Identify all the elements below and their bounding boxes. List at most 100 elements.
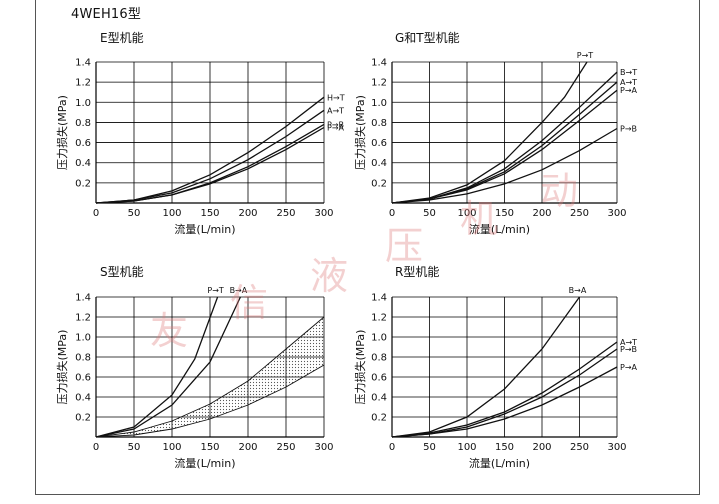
series-line-2 — [95, 109, 325, 204]
y-tick-label: 0.4 — [75, 393, 91, 404]
page-title: 4WEH16型 — [71, 7, 142, 22]
y-tick-label: 1.4 — [371, 293, 387, 304]
x-tick-label: 200 — [532, 442, 551, 453]
x-tick-label: 250 — [276, 208, 295, 219]
x-tick-label: 300 — [314, 442, 333, 453]
chart-title: R型机能 — [395, 265, 439, 279]
series-label: P→A — [327, 123, 345, 132]
y-tick-label: 1.0 — [75, 333, 91, 344]
x-tick-label: 0 — [389, 442, 395, 453]
x-tick-label: 250 — [570, 442, 589, 453]
series-line-1 — [391, 296, 581, 438]
series-line-4 — [391, 89, 618, 204]
series-label: B→A — [230, 286, 248, 295]
series-label: P→B — [620, 124, 637, 133]
series-label: B→T — [620, 68, 637, 77]
x-tick-label: 50 — [128, 442, 141, 453]
y-tick-label: 0.8 — [75, 353, 91, 364]
x-tick-label: 200 — [238, 442, 257, 453]
y-tick-label: 1.2 — [75, 313, 91, 324]
x-tick-label: 50 — [423, 442, 436, 453]
y-tick-label: 0.2 — [75, 178, 91, 189]
y-tick-label: 1.0 — [371, 98, 387, 109]
y-tick-label: 1.2 — [75, 78, 91, 89]
y-tick-label: 0.4 — [371, 158, 387, 169]
x-tick-label: 100 — [457, 442, 476, 453]
y-tick-label: 1.2 — [371, 313, 387, 324]
x-tick-label: 200 — [532, 208, 551, 219]
x-tick-label: 250 — [570, 208, 589, 219]
y-tick-label: 0.2 — [75, 413, 91, 424]
x-tick-label: 0 — [389, 208, 395, 219]
chart-panel-3: S型机能 0 50 100 150 200 250 300 0.2 0.4 0.6 0.8 1.0 1.2… — [55, 265, 334, 470]
band-lower-line — [95, 364, 325, 438]
x-tick-label: 0 — [93, 208, 99, 219]
y-axis-label: 压力损失(MPa) — [353, 95, 367, 170]
x-tick-label: 300 — [607, 442, 626, 453]
x-axis-label: 流量(L/min) — [469, 456, 530, 470]
x-tick-label: 150 — [495, 208, 514, 219]
y-tick-label: 0.6 — [371, 373, 387, 384]
x-tick-label: 150 — [495, 442, 514, 453]
y-tick-label: 0.4 — [75, 158, 91, 169]
x-tick-label: 50 — [423, 208, 436, 219]
x-tick-label: 100 — [162, 208, 181, 219]
series-label: P→T — [207, 286, 224, 295]
x-tick-label: 100 — [457, 208, 476, 219]
y-tick-label: 0.8 — [75, 118, 91, 129]
series-label: P→T — [577, 51, 594, 60]
x-tick-label: 100 — [162, 442, 181, 453]
x-tick-label: 50 — [128, 208, 141, 219]
chart-panel-4: R型机能 0 50 100 150 200 250 300 0.2 0.4 0.6 0.8 1.0 1.2… — [353, 265, 638, 470]
x-tick-label: 0 — [93, 442, 99, 453]
x-axis-label: 流量(L/min) — [174, 222, 235, 236]
y-tick-label: 1.2 — [371, 78, 387, 89]
y-axis-label: 压力损失(MPa) — [353, 330, 367, 405]
chart-title: E型机能 — [100, 31, 144, 45]
figure-frame — [35, 0, 700, 495]
series-line-2 — [391, 341, 618, 438]
y-tick-label: 0.6 — [371, 138, 387, 149]
band-upper-line — [95, 316, 325, 438]
chart-panel-2: G和T型机能 0 50 100 150 200 250 300 0.2 0.4 0.6 0.8 1.0 1… — [353, 31, 638, 236]
series-label: H→T — [327, 93, 345, 102]
series-label: P→B — [620, 345, 637, 354]
series-label: P→A — [620, 86, 638, 95]
x-tick-label: 250 — [276, 442, 295, 453]
series-label: A→T — [327, 106, 344, 115]
y-tick-label: 1.4 — [371, 58, 387, 69]
y-tick-label: 1.4 — [75, 58, 91, 69]
series-line-1 — [95, 296, 219, 438]
series-label: A→T — [620, 338, 637, 347]
x-tick-label: 200 — [238, 208, 257, 219]
y-tick-label: 0.2 — [371, 413, 387, 424]
y-tick-label: 1.4 — [75, 293, 91, 304]
x-tick-label: 150 — [200, 442, 219, 453]
y-tick-label: 0.8 — [371, 353, 387, 364]
y-axis-label: 压力损失(MPa) — [55, 95, 69, 170]
chart-panel-1: E型机能 0 50 100 150 200 250 300 0.2 0.4 0.6 0.8 1.0 1.2… — [55, 31, 345, 236]
series-line-5 — [391, 127, 618, 204]
series-label: A→T — [620, 78, 637, 87]
shaded-band — [96, 317, 324, 437]
y-tick-label: 0.8 — [371, 118, 387, 129]
x-axis-label: 流量(L/min) — [469, 222, 530, 236]
series-line-4 — [391, 366, 618, 438]
x-tick-label: 150 — [200, 208, 219, 219]
chart-title: S型机能 — [100, 265, 144, 279]
x-tick-label: 300 — [314, 208, 333, 219]
y-tick-label: 0.2 — [371, 178, 387, 189]
x-axis-label: 流量(L/min) — [174, 456, 235, 470]
series-label: P→B — [327, 120, 344, 129]
series-label: B→A — [569, 286, 587, 295]
y-tick-label: 1.0 — [75, 98, 91, 109]
series-line-2 — [95, 296, 241, 438]
y-tick-label: 0.6 — [75, 373, 91, 384]
series-line-4 — [95, 126, 325, 204]
y-axis-label: 压力损失(MPa) — [55, 330, 69, 405]
series-label: P→A — [620, 363, 638, 372]
x-tick-label: 300 — [607, 208, 626, 219]
y-tick-label: 0.6 — [75, 138, 91, 149]
y-tick-label: 1.0 — [371, 333, 387, 344]
